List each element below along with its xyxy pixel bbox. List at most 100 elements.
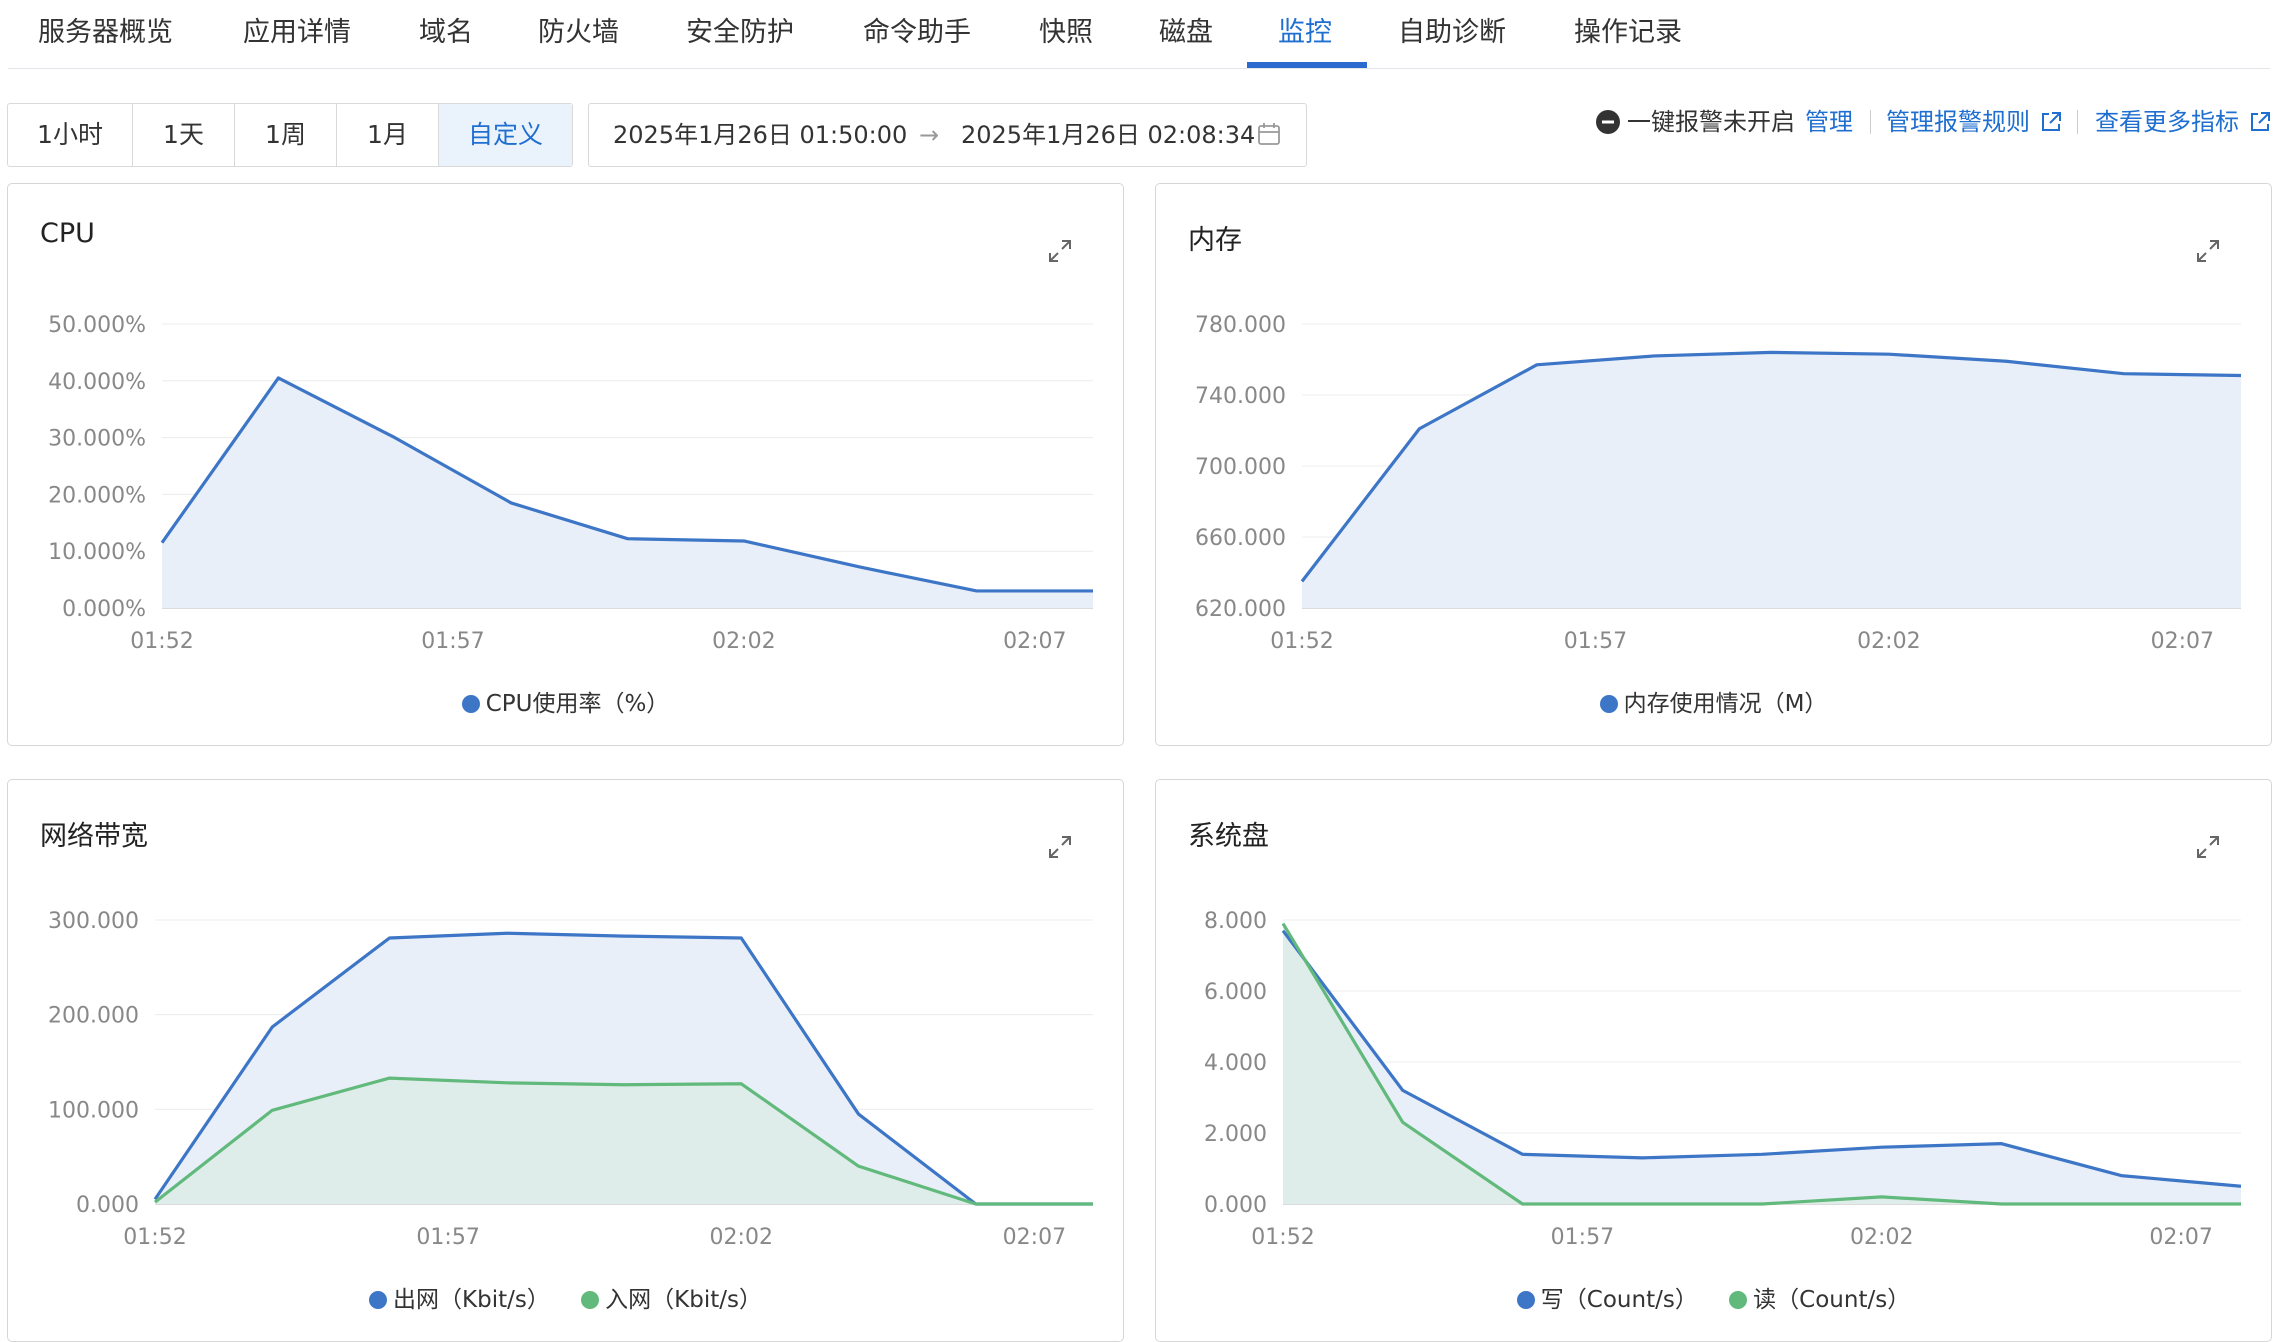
end-datetime[interactable]: 2025年1月26日 02:08:34 — [961, 121, 1256, 149]
tab-domain[interactable]: 域名 — [419, 17, 473, 48]
x-tick-label: 01:52 — [123, 1225, 186, 1250]
legend-item[interactable]: 读（Count/s） — [1729, 1280, 1910, 1314]
legend-item[interactable]: 内存使用情况（M） — [1599, 684, 1828, 718]
y-tick-label: 740.000 — [1195, 384, 1286, 409]
calendar-icon[interactable] — [1257, 122, 1281, 146]
chart-legend: 出网（Kbit/s） 入网（Kbit/s） — [8, 1280, 1123, 1320]
alarm-status-text: 一键报警未开启 — [1627, 108, 1795, 136]
expand-icon[interactable] — [2195, 238, 2221, 264]
range-arrow-icon: → — [919, 121, 940, 149]
tab-server-overview[interactable]: 服务器概览 — [38, 17, 173, 48]
y-tick-label: 0.000% — [62, 597, 146, 622]
x-tick-label: 02:07 — [2149, 1225, 2212, 1250]
alarm-manage-link[interactable]: 管理 — [1805, 108, 1853, 136]
legend-label: 写（Count/s） — [1540, 1287, 1698, 1313]
legend-item[interactable]: 出网（Kbit/s） — [369, 1280, 550, 1314]
tab-self-diagnosis[interactable]: 自助诊断 — [1398, 17, 1506, 48]
chart-legend: 内存使用情况（M） — [1156, 684, 2271, 724]
x-tick-label: 02:07 — [1003, 1225, 1066, 1250]
x-tick-label: 02:02 — [1857, 629, 1920, 654]
x-tick-label: 01:57 — [1564, 629, 1627, 654]
y-tick-label: 20.000% — [48, 483, 146, 508]
memory-chart-panel: 内存 620.000 660.000 700.000 740.000 780.000 01… — [1155, 183, 2272, 746]
legend-dot — [1729, 1291, 1748, 1309]
series-area — [155, 1078, 1093, 1204]
legend-item[interactable]: CPU使用率（%） — [461, 684, 670, 718]
chart-title: CPU — [40, 218, 95, 249]
legend-label: CPU使用率（%） — [485, 691, 670, 717]
chart-title: 内存 — [1188, 225, 1242, 256]
y-tick-label: 660.000 — [1195, 526, 1286, 551]
system-disk-chart: 0.000 2.000 4.000 6.000 8.000 01:52 01:57 02:02… — [1204, 909, 2242, 1250]
y-tick-label: 0.000 — [1204, 1193, 1267, 1218]
chart-title: 系统盘 — [1188, 821, 1269, 852]
legend-label: 出网（Kbit/s） — [393, 1287, 550, 1313]
legend-label: 入网（Kbit/s） — [605, 1287, 762, 1313]
y-tick-label: 700.000 — [1195, 455, 1286, 480]
y-tick-label: 10.000% — [48, 540, 146, 565]
range-1-day-button[interactable]: 1天 — [133, 104, 235, 166]
x-tick-label: 02:07 — [1003, 629, 1066, 654]
cpu-chart: 0.000% 10.000% 20.000% 30.000% 40.000% 50.000… — [48, 313, 1094, 654]
more-metrics-link[interactable]: 查看更多指标 — [2095, 108, 2239, 136]
tab-snapshot[interactable]: 快照 — [1039, 17, 1093, 48]
series-area — [1302, 352, 2241, 608]
expand-icon[interactable] — [2195, 834, 2221, 860]
expand-icon[interactable] — [1047, 238, 1073, 264]
manage-alarm-rules-link[interactable]: 管理报警规则 — [1886, 108, 2030, 136]
x-tick-label: 01:52 — [1270, 629, 1333, 654]
y-tick-label: 780.000 — [1195, 313, 1286, 338]
chart-title: 网络带宽 — [40, 821, 148, 852]
y-tick-label: 200.000 — [48, 1004, 139, 1029]
x-tick-label: 02:02 — [710, 1225, 773, 1250]
external-link-icon[interactable] — [2249, 111, 2271, 133]
legend-item[interactable]: 入网（Kbit/s） — [581, 1280, 762, 1314]
x-tick-label: 01:52 — [130, 629, 193, 654]
tab-command-assistant[interactable]: 命令助手 — [863, 17, 971, 48]
legend-item[interactable]: 写（Count/s） — [1516, 1280, 1698, 1314]
x-tick-label: 01:57 — [421, 629, 484, 654]
x-tick-label: 02:02 — [1850, 1225, 1913, 1250]
range-1-hour-button[interactable]: 1小时 — [8, 104, 133, 166]
tab-disk[interactable]: 磁盘 — [1159, 17, 1213, 48]
tab-operation-log[interactable]: 操作记录 — [1574, 17, 1682, 48]
x-tick-label: 02:07 — [2151, 629, 2214, 654]
legend-label: 读（Count/s） — [1753, 1287, 1911, 1313]
chart-legend: 写（Count/s） 读（Count/s） — [1156, 1280, 2271, 1320]
expand-icon[interactable] — [1047, 834, 1073, 860]
series-area — [162, 377, 1093, 608]
y-tick-label: 6.000 — [1204, 980, 1267, 1005]
range-custom-button[interactable]: 自定义 — [439, 104, 572, 166]
series-area — [1283, 923, 2241, 1204]
active-tab-indicator — [1247, 62, 1367, 68]
y-tick-label: 8.000 — [1204, 909, 1267, 934]
external-link-icon[interactable] — [2040, 111, 2062, 133]
start-datetime[interactable]: 2025年1月26日 01:50:00 — [613, 121, 908, 149]
x-tick-label: 01:52 — [1251, 1225, 1314, 1250]
network-chart-panel: 网络带宽 0.000 100.000 200.000 300.000 01:52 01:5… — [7, 779, 1124, 1342]
alarm-bar: 一键报警未开启 管理 管理报警规则 查看更多指标 — [1595, 100, 2275, 144]
legend-dot — [369, 1291, 388, 1309]
legend-dot — [1599, 695, 1618, 713]
network-chart: 0.000 100.000 200.000 300.000 01:52 01:57 02:0… — [48, 909, 1094, 1250]
divider — [2077, 110, 2078, 134]
range-1-week-button[interactable]: 1周 — [235, 104, 337, 166]
legend-label: 内存使用情况（M） — [1623, 691, 1828, 717]
date-range-picker[interactable]: 2025年1月26日 01:50:00 → 2025年1月26日 02:08:3… — [588, 103, 1307, 167]
divider — [1870, 110, 1871, 134]
x-tick-label: 01:57 — [1551, 1225, 1614, 1250]
range-1-month-button[interactable]: 1月 — [337, 104, 439, 166]
tab-monitor[interactable]: 监控 — [1278, 17, 1332, 48]
y-tick-label: 2.000 — [1204, 1122, 1267, 1147]
tab-app-details[interactable]: 应用详情 — [243, 17, 351, 48]
memory-chart: 620.000 660.000 700.000 740.000 780.000 01:52… — [1195, 313, 2242, 654]
y-tick-label: 30.000% — [48, 427, 146, 452]
x-tick-label: 02:02 — [712, 629, 775, 654]
monitor-tabs: 服务器概览 应用详情 域名 防火墙 安全防护 命令助手 快照 磁盘 监控 自助诊… — [8, 0, 2270, 69]
cpu-chart-panel: CPU 0.000% 10.000% 20.000% 30.000% 40.000% 50… — [7, 183, 1124, 746]
y-tick-label: 50.000% — [48, 313, 146, 338]
time-range-selector: 1小时 1天 1周 1月 自定义 — [7, 103, 573, 167]
tab-security[interactable]: 安全防护 — [686, 17, 794, 48]
tab-firewall[interactable]: 防火墙 — [538, 17, 619, 48]
y-tick-label: 4.000 — [1204, 1051, 1267, 1076]
